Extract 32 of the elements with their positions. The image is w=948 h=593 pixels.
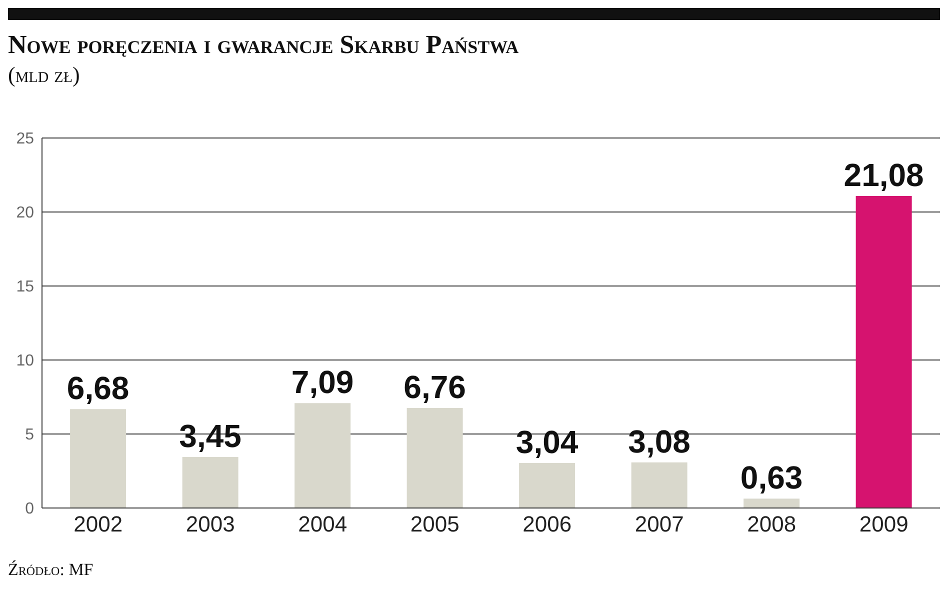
bar: [631, 462, 688, 508]
y-tick-label: 15: [16, 278, 34, 296]
chart-title: Nowe poręczenia i gwarancje Skarbu Państwa: [8, 30, 519, 60]
y-tick-label: 20: [16, 204, 34, 222]
bar: [70, 409, 126, 508]
bar: [294, 403, 351, 508]
data-label: 6,76: [404, 368, 466, 405]
x-tick-label: 2004: [298, 512, 348, 537]
x-tick-label: 2003: [186, 512, 235, 537]
x-tick-label: 2008: [747, 512, 796, 537]
x-tick-label: 2006: [522, 512, 572, 537]
bar: [744, 498, 800, 508]
data-label: 3,04: [516, 424, 578, 460]
text: Źródło: MF: [8, 560, 94, 580]
bar: [406, 408, 463, 508]
y-tick-label: 25: [16, 130, 34, 148]
data-label: 3,08: [628, 423, 690, 460]
data-label: 6,68: [66, 370, 130, 406]
y-tick-label: 0: [25, 500, 34, 518]
bar: [856, 196, 912, 508]
chart-subtitle: (mld zł): [8, 62, 80, 88]
y-tick-label: 10: [16, 352, 34, 370]
x-tick-label: 2007: [634, 512, 684, 537]
x-tick-label: 2002: [74, 512, 123, 537]
data-label: 0,63: [740, 460, 803, 496]
x-tick-label: 2005: [410, 512, 460, 537]
bar: [182, 456, 238, 508]
bar: [519, 463, 576, 508]
x-tick-label: 2009: [859, 512, 908, 537]
y-tick-label: 5: [25, 426, 34, 444]
data-label: 7,09: [291, 364, 354, 400]
data-label: 21,08: [844, 157, 924, 194]
